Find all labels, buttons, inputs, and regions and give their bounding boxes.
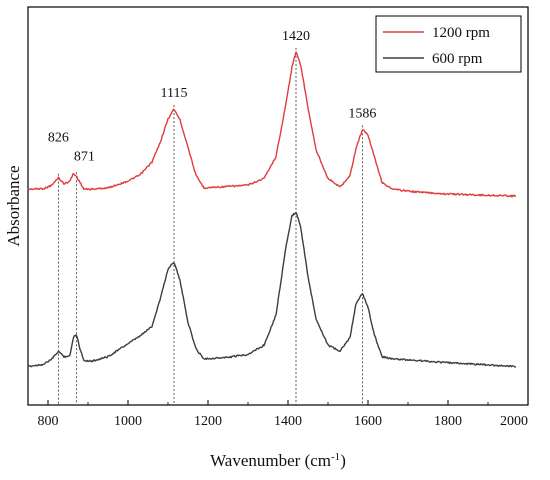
x-tick-label-1000: 1000 (114, 414, 142, 429)
x-tick-label-1600: 1600 (354, 414, 382, 429)
x-axis-title: Wavenumber (cm-1) (210, 451, 346, 470)
x-tick-label-2000: 2000 (500, 414, 528, 429)
x-axis-title-superscript: -1 (331, 451, 340, 463)
spectrum-series (27, 51, 517, 368)
plot-frame (27, 6, 529, 406)
x-tick-label-1800: 1800 (434, 414, 462, 429)
peak-label-826: 826 (48, 131, 69, 146)
y-axis-title: Absorbance (4, 165, 23, 246)
legend: 1200 rpm 600 rpm (375, 15, 522, 73)
x-axis-title-text: Wavenumber (cm (210, 451, 331, 470)
peak-label-1586: 1586 (348, 106, 376, 121)
x-tick-label-1200: 1200 (194, 414, 222, 429)
x-tick-label-1400: 1400 (274, 414, 302, 429)
legend-label-1200-rpm: 1200 rpm (432, 25, 490, 41)
legend-label-600-rpm: 600 rpm (432, 51, 483, 67)
peak-label-871: 871 (74, 149, 95, 164)
peak-label-1420: 1420 (282, 29, 310, 44)
x-tick-label-800: 800 (38, 414, 59, 429)
peak-label-1115: 1115 (161, 86, 188, 101)
x-axis-ticks: 800 1000 1200 1400 1600 1800 2000 (38, 400, 529, 429)
peak-reference-lines (58, 47, 363, 405)
legend-box (375, 15, 522, 73)
peak-labels: 826 871 1115 1420 1586 (48, 29, 376, 164)
series-line-600-rpm (28, 211, 517, 368)
series-line-1200-rpm (27, 51, 517, 198)
